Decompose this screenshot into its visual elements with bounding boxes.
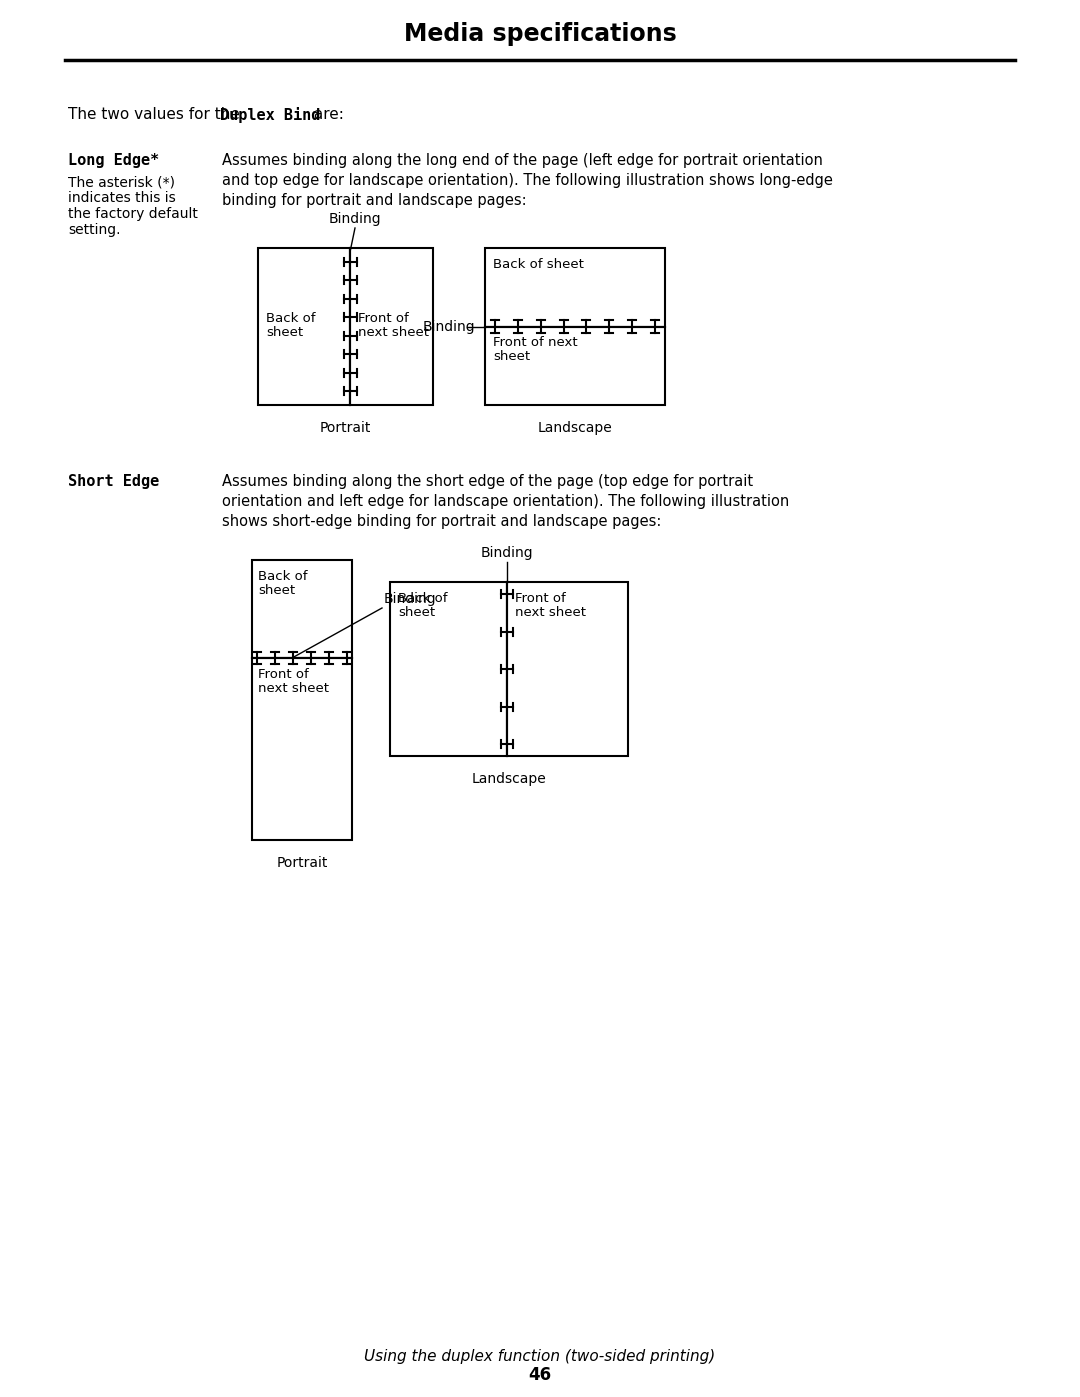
Bar xyxy=(350,249,433,405)
Bar xyxy=(507,583,627,756)
Text: 46: 46 xyxy=(528,1366,552,1384)
Text: setting.: setting. xyxy=(68,224,121,237)
Text: sheet: sheet xyxy=(258,584,295,597)
Bar xyxy=(252,560,352,658)
Text: Media specifications: Media specifications xyxy=(404,22,676,46)
Bar xyxy=(390,583,507,756)
Bar xyxy=(252,658,352,840)
Text: sheet: sheet xyxy=(399,606,435,619)
Text: Back of sheet: Back of sheet xyxy=(492,258,584,271)
Text: Binding: Binding xyxy=(481,546,534,560)
Text: Front of: Front of xyxy=(357,313,408,326)
Text: Duplex Bind: Duplex Bind xyxy=(220,108,321,123)
Text: Portrait: Portrait xyxy=(276,856,327,870)
Bar xyxy=(258,249,350,405)
Text: Binding: Binding xyxy=(423,320,475,334)
Text: are:: are: xyxy=(309,108,343,122)
Text: next sheet: next sheet xyxy=(357,327,429,339)
Text: Back of: Back of xyxy=(399,592,447,605)
Text: sheet: sheet xyxy=(266,327,303,339)
Text: Back of: Back of xyxy=(266,313,315,326)
Text: Long Edge*: Long Edge* xyxy=(68,154,159,168)
Bar xyxy=(485,249,665,327)
Text: sheet: sheet xyxy=(492,351,530,363)
Text: the factory default: the factory default xyxy=(68,207,198,221)
Text: next sheet: next sheet xyxy=(515,606,586,619)
Text: Back of: Back of xyxy=(258,570,308,583)
Text: Short Edge: Short Edge xyxy=(68,474,159,489)
Text: Front of: Front of xyxy=(258,668,309,680)
Text: Front of: Front of xyxy=(515,592,566,605)
Text: Landscape: Landscape xyxy=(538,420,612,434)
Bar xyxy=(485,327,665,405)
Text: Landscape: Landscape xyxy=(472,773,546,787)
Text: The two values for the: The two values for the xyxy=(68,108,245,122)
Text: indicates this is: indicates this is xyxy=(68,191,176,205)
Text: Portrait: Portrait xyxy=(320,420,372,434)
Text: Using the duplex function (two-sided printing): Using the duplex function (two-sided pri… xyxy=(364,1350,716,1365)
Text: Binding: Binding xyxy=(384,592,436,606)
Text: Assumes binding along the long end of the page (left edge for portrait orientati: Assumes binding along the long end of th… xyxy=(222,154,833,208)
Text: The asterisk (*): The asterisk (*) xyxy=(68,175,175,189)
Text: Assumes binding along the short edge of the page (top edge for portrait
orientat: Assumes binding along the short edge of … xyxy=(222,474,789,528)
Text: Binding: Binding xyxy=(328,212,381,226)
Text: next sheet: next sheet xyxy=(258,682,329,694)
Text: Front of next: Front of next xyxy=(492,337,578,349)
